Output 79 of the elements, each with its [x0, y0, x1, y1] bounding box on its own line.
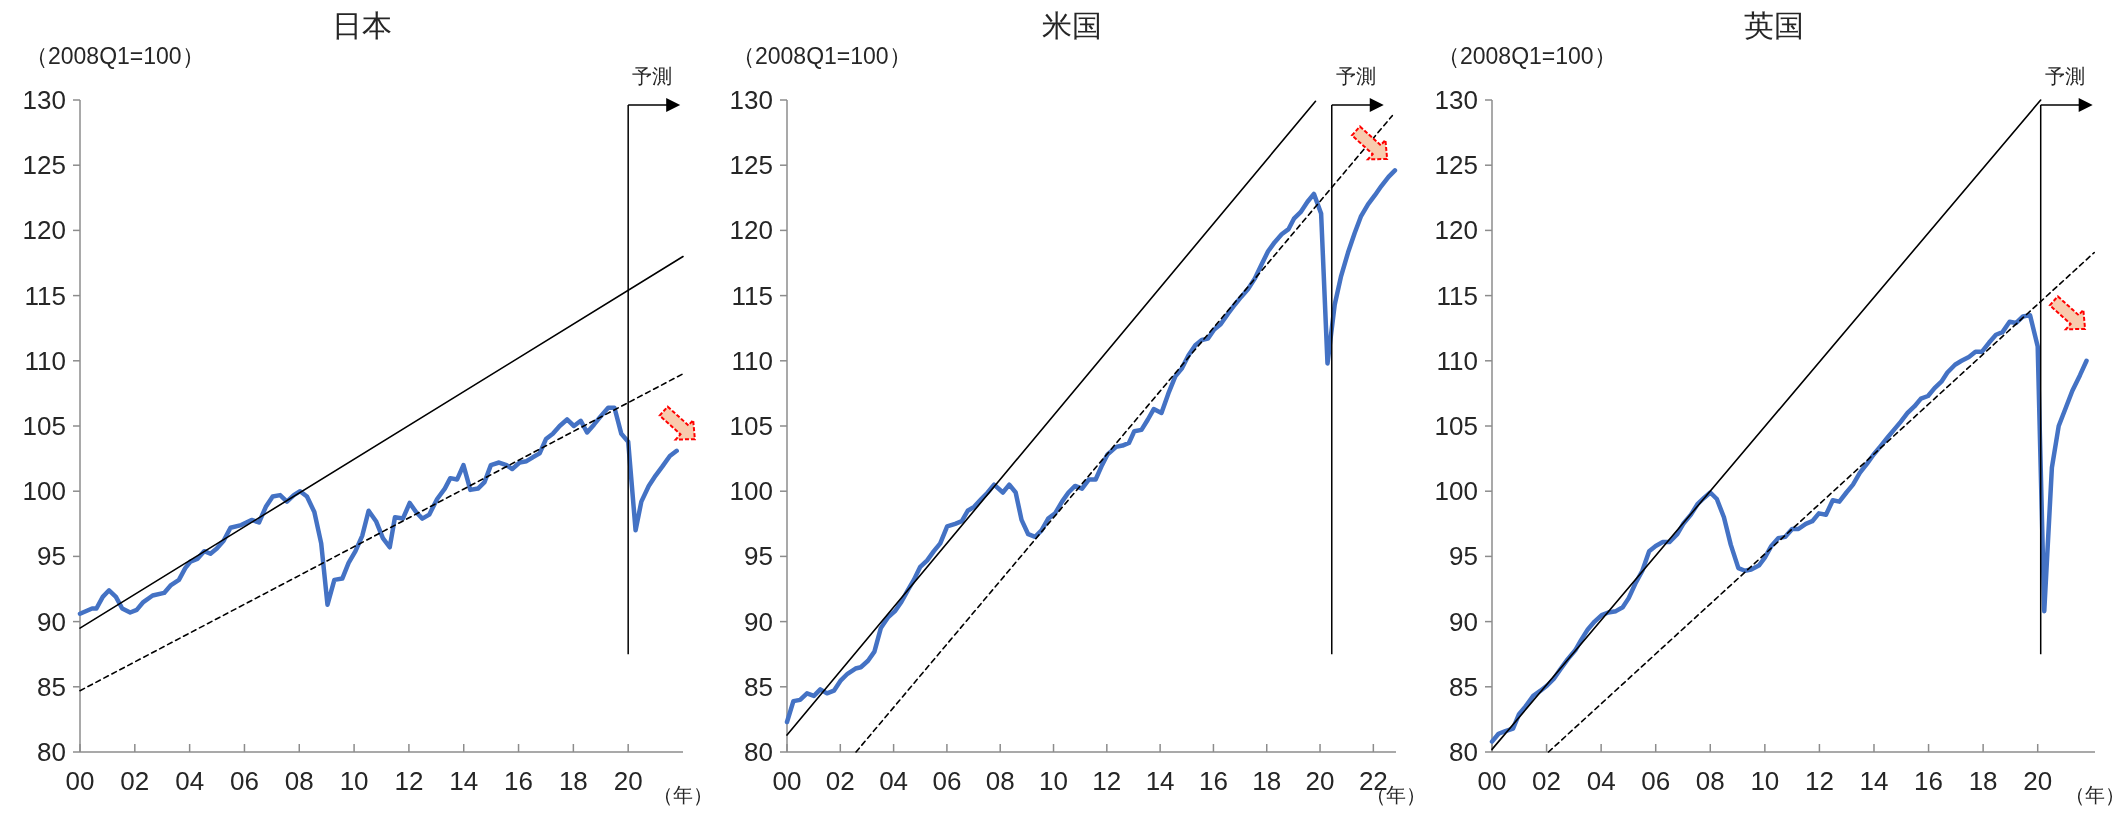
chart-title: 英国 [1743, 9, 1804, 42]
x-tick-label: 08 [1695, 766, 1725, 796]
y-tick-label: 85 [744, 671, 773, 702]
x-tick-label: 16 [1198, 766, 1228, 796]
y-tick-label: 90 [1449, 606, 1478, 637]
y-tick-label: 120 [22, 215, 66, 246]
x-tick-label: 00 [772, 766, 802, 796]
ref-line-label: 予測 [2044, 65, 2085, 87]
x-tick-label: 08 [284, 766, 314, 796]
y-tick-label: 85 [37, 671, 66, 702]
y-tick-label: 80 [37, 737, 66, 767]
x-tick-label: 16 [504, 766, 534, 796]
y-tick-label: 95 [1449, 541, 1478, 572]
y-tick-label: 130 [1434, 85, 1478, 115]
y-tick-label: 115 [731, 280, 773, 311]
x-tick-label: 08 [985, 766, 1015, 796]
chart-title: 米国 [1041, 9, 1102, 42]
x-tick-label: 06 [1641, 766, 1671, 796]
y-tick-label: 130 [729, 85, 773, 115]
x-tick-label: 00 [1477, 766, 1507, 796]
x-tick-label: 04 [879, 766, 909, 796]
x-tick-label: 18 [1252, 766, 1282, 796]
x-tick-label: 10 [339, 766, 369, 796]
y-tick-label: 95 [37, 541, 66, 572]
y-tick-label: 130 [22, 85, 66, 115]
x-tick-label: 18 [558, 766, 588, 796]
y-tick-label: 105 [22, 411, 66, 441]
x-tick-label: 02 [120, 766, 150, 796]
y-tick-label: 115 [24, 280, 66, 311]
x-tick-label: 16 [1914, 766, 1944, 796]
y-tick-label: 85 [1449, 671, 1478, 702]
line-series [77, 405, 679, 617]
x-tick-label: 12 [394, 766, 424, 796]
x-tick-label: 20 [2023, 766, 2053, 796]
x-tick-label: 14 [449, 766, 479, 796]
x-axis-title: （年） [2065, 784, 2125, 806]
y-tick-label: 120 [1434, 215, 1478, 246]
y-tick-label: 95 [744, 541, 773, 572]
y-tick-label: 80 [1449, 737, 1478, 767]
ref-line-label: 予測 [1335, 65, 1376, 87]
x-tick-label: 14 [1859, 766, 1889, 796]
x-tick-label: 02 [1532, 766, 1562, 796]
y-tick-label: 90 [37, 606, 66, 637]
x-tick-label: 18 [1968, 766, 1998, 796]
y-tick-label: 100 [729, 476, 773, 507]
x-tick-label: 04 [175, 766, 205, 796]
y-tick-label: 110 [1436, 345, 1478, 376]
y-tick-label: 105 [1434, 411, 1478, 441]
y-tick-label: 125 [1434, 150, 1478, 181]
y-tick-label: 110 [24, 345, 66, 376]
y-axis-title: （2008Q1=100） [25, 43, 205, 69]
x-tick-label: 10 [1750, 766, 1780, 796]
x-tick-label: 12 [1092, 766, 1122, 796]
line-series [784, 168, 1398, 725]
chart-title: 日本 [331, 9, 392, 42]
x-tick-label: 02 [825, 766, 855, 796]
y-tick-label: 100 [1434, 476, 1478, 507]
x-tick-label: 04 [1586, 766, 1616, 796]
x-tick-label: 20 [1305, 766, 1335, 796]
y-tick-label: 120 [729, 215, 773, 246]
y-tick-label: 80 [744, 737, 773, 767]
x-tick-label: 14 [1145, 766, 1175, 796]
ref-line-label: 予測 [632, 65, 673, 87]
x-tick-label: 12 [1804, 766, 1834, 796]
y-axis-title: （2008Q1=100） [1437, 43, 1617, 69]
y-tick-label: 125 [729, 150, 773, 181]
x-tick-label: 06 [932, 766, 962, 796]
x-tick-label: 20 [613, 766, 643, 796]
y-tick-label: 105 [729, 411, 773, 441]
y-axis-title: （2008Q1=100） [732, 43, 912, 69]
x-tick-label: 10 [1039, 766, 1068, 796]
y-tick-label: 100 [22, 476, 66, 507]
x-axis-title: （年） [653, 784, 713, 806]
y-tick-label: 115 [1436, 280, 1478, 311]
y-tick-label: 110 [731, 345, 773, 376]
y-tick-label: 125 [22, 150, 66, 181]
y-tick-label: 90 [744, 606, 773, 637]
x-tick-label: 00 [65, 766, 95, 796]
x-tick-label: 06 [229, 766, 259, 796]
